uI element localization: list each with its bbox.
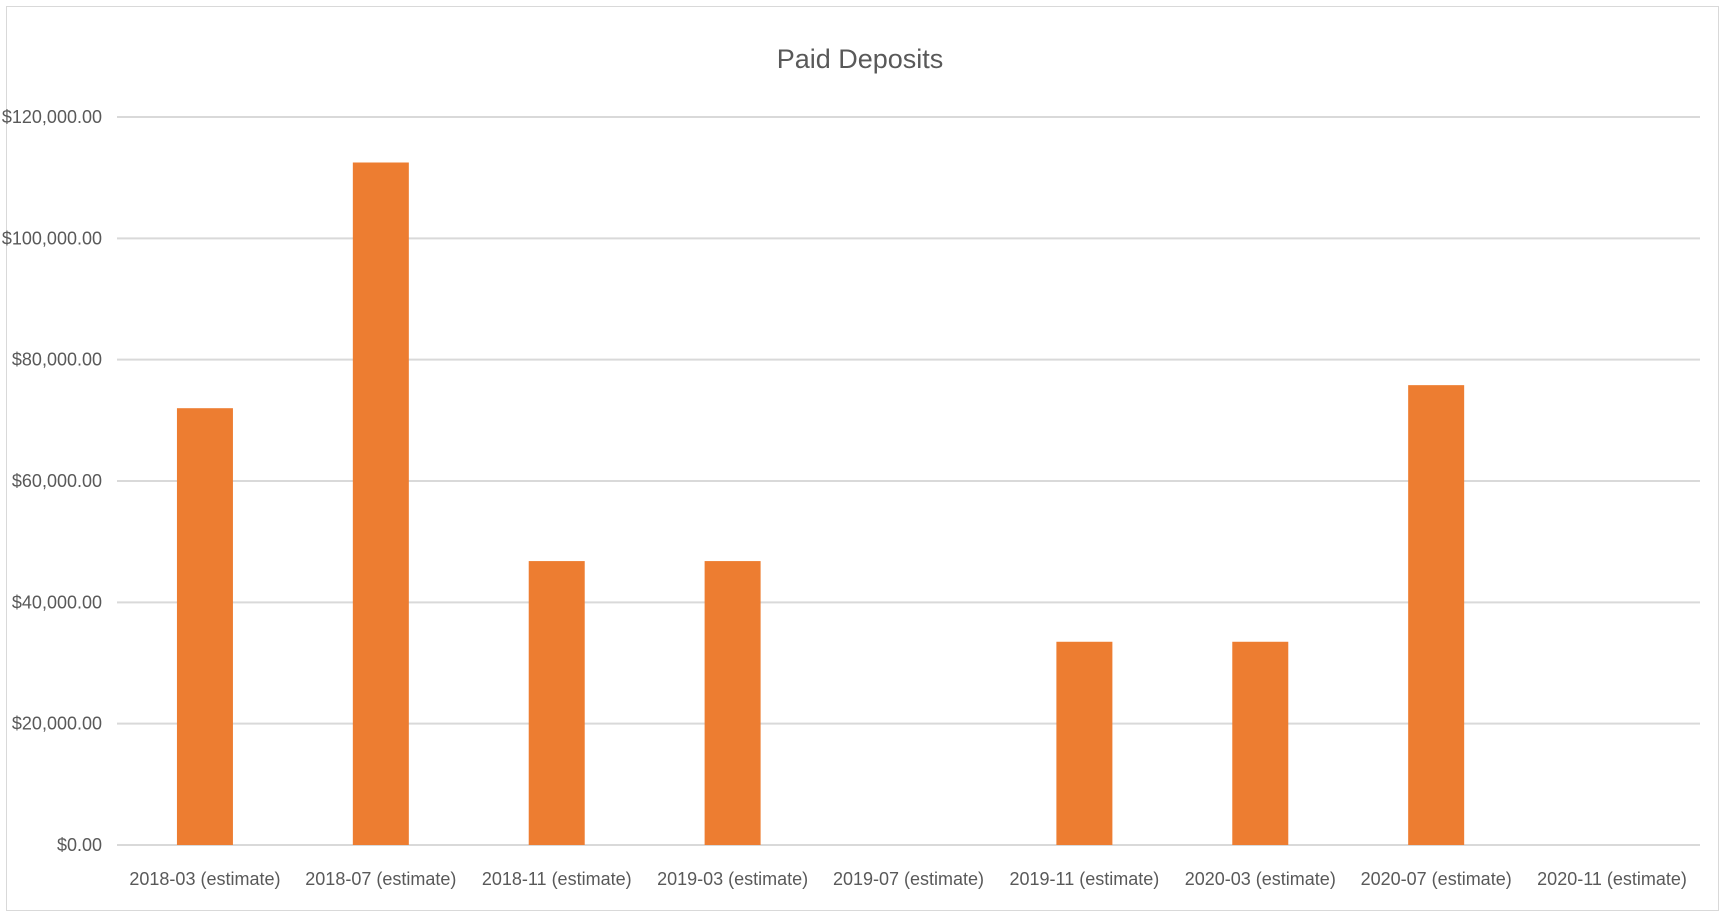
bar-2 [352, 162, 409, 845]
x-axis-tick-labels: 2018-03 (estimate) 2018-07 (estimate) 2018… [129, 869, 1687, 889]
y-tick-label: $120,000.00 [2, 107, 102, 127]
x-tick-label: 2018-03 (estimate) [129, 869, 280, 889]
y-tick-label: $20,000.00 [12, 714, 102, 734]
y-tick-label: $40,000.00 [12, 592, 102, 612]
bar-8 [1408, 385, 1465, 845]
x-tick-label: 2019-07 (estimate) [833, 869, 984, 889]
y-axis-tick-labels: $0.00 $20,000.00 $40,000.00 $60,000.00 $80,0… [2, 107, 102, 855]
x-tick-label: 2020-07 (estimate) [1361, 869, 1512, 889]
x-tick-label: 2020-03 (estimate) [1185, 869, 1336, 889]
bar-6 [1056, 641, 1113, 845]
bar-3 [528, 561, 585, 845]
bars [176, 162, 1465, 845]
y-tick-label: $0.00 [57, 835, 102, 855]
bar-7 [1232, 641, 1289, 845]
bar-4 [704, 561, 761, 845]
x-tick-label: 2018-07 (estimate) [305, 869, 456, 889]
x-tick-label: 2020-11 (estimate) [1537, 869, 1687, 889]
x-tick-label: 2019-03 (estimate) [657, 869, 808, 889]
y-tick-label: $60,000.00 [12, 471, 102, 491]
x-tick-label: 2018-11 (estimate) [482, 869, 632, 889]
y-tick-label: $100,000.00 [2, 228, 102, 248]
y-tick-label: $80,000.00 [12, 350, 102, 370]
x-tick-label: 2019-11 (estimate) [1010, 869, 1160, 889]
bar-1 [176, 408, 233, 845]
chart-title: Paid Deposits [777, 44, 944, 74]
